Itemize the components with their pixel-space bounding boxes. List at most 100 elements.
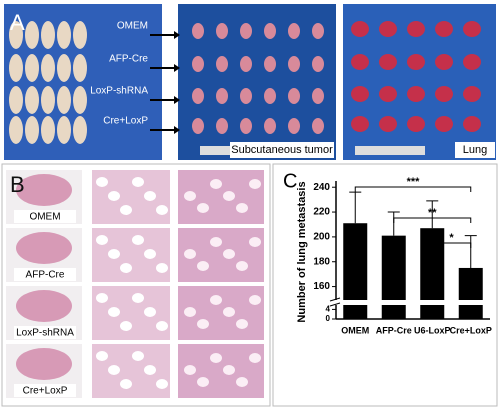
alveolus [132,177,144,187]
break-mark [329,297,341,302]
alveolus [144,365,156,375]
alveolus [144,191,156,201]
lung [379,86,397,102]
group-label: OMEM [117,21,148,32]
lung [351,86,369,102]
lung [463,116,481,132]
panel-label: B [10,172,25,197]
alveolus [223,191,235,201]
tumor [264,23,276,39]
alveolus [120,321,132,331]
alveolus [156,379,168,389]
alveolus [249,237,261,247]
arrow-head [174,126,180,134]
lung-tissue [16,348,72,380]
lung [463,86,481,102]
tumor [192,56,204,72]
mouse [9,54,23,82]
lung [463,21,481,37]
arrow-head [174,31,180,39]
mouse [57,116,71,144]
panel-label: A [10,10,25,35]
lung [379,54,397,70]
alveolus [108,307,120,317]
y-tick-label: 0 [326,314,331,323]
significance-bracket [354,186,472,192]
mouse [73,54,87,82]
alveolus [236,261,248,271]
group-label: OMEM [29,212,60,223]
lung [407,116,425,132]
lung [351,21,369,37]
label-box [14,326,76,339]
tumor [192,88,204,104]
tumor [216,23,228,39]
caption-box [455,142,495,158]
tumor [312,118,324,134]
y-tick-label: 200 [313,232,330,243]
lung-tissue [16,290,72,322]
alveolus [197,261,209,271]
tumor [216,118,228,134]
alveolus [120,263,132,273]
lung [379,21,397,37]
alveolus [236,203,248,213]
mouse [25,116,39,144]
tumor [192,118,204,134]
alveolus [184,191,196,201]
alveolus [197,377,209,387]
lung [435,54,453,70]
bar [381,235,406,319]
significance-label: * [449,232,454,244]
tumor [264,56,276,72]
tumor [240,118,252,134]
y-tick-label: 220 [313,207,330,218]
group-label: LoxP-shRNA [90,86,148,97]
tumor [288,56,300,72]
arrow-head [174,64,180,72]
bar [420,228,445,319]
alveolus [144,249,156,259]
alveolus [184,365,196,375]
panel-a-decor: OMEM AFP-Cre LoxP-shRNA Cre+LoxP [9,21,481,144]
alveolus [184,249,196,259]
group-label: AFP-Cre [109,54,148,65]
lung [435,21,453,37]
mouse [25,86,39,114]
lung [435,86,453,102]
tumor [312,56,324,72]
x-tick-label: Cre+LoxP [450,325,492,335]
alveolus [132,351,144,361]
error-bar [426,200,439,229]
alveolus [210,353,222,363]
alveolus [108,249,120,259]
error-bar [387,211,400,236]
group-label: LoxP-shRNA [16,328,74,339]
lung-tissue [16,174,72,206]
mouse [73,21,87,49]
tumor [240,88,252,104]
alveolus [156,321,168,331]
mouse [41,21,55,49]
lung [351,54,369,70]
lung-tissue [16,232,72,264]
group-label: AFP-Cre [26,270,65,281]
ruler [200,146,230,155]
alveolus [120,379,132,389]
lung [407,86,425,102]
mouse [25,21,39,49]
mouse [73,86,87,114]
label-box [14,384,76,397]
alveolus [210,179,222,189]
mouse [9,21,23,49]
alveolus [96,177,108,187]
caption: Lung [463,144,487,156]
break-mark [329,302,341,307]
alveolus [120,205,132,215]
tumor-photo [178,4,336,160]
alveolus [210,237,222,247]
alveolus [132,293,144,303]
significance-bracket [393,217,472,223]
label-box [14,210,76,223]
mouse [73,116,87,144]
